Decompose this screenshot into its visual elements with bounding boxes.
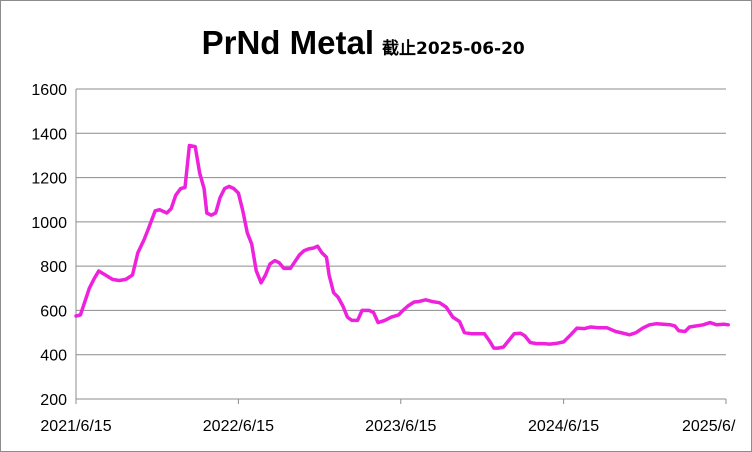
axes: [75, 89, 726, 400]
y-tick-labels: 200 400 600 800 1000 1200 1400 1600: [31, 82, 67, 409]
chart-subtitle: 截止2025-06-20: [382, 38, 525, 59]
y-tick-label: 800: [40, 259, 67, 276]
y-tick-label: 1600: [31, 82, 67, 99]
y-tick-label: 1400: [31, 126, 67, 143]
chart-title-group: PrNd Metal 截止2025-06-20: [202, 24, 525, 61]
x-tick-label: 2023/6/15: [365, 418, 436, 435]
series-line: [74, 143, 730, 350]
y-tick-label: 1200: [31, 171, 67, 188]
x-tick-label: 2022/6/15: [203, 418, 274, 435]
x-tick-label: 2021/6/15: [40, 418, 111, 435]
chart-title: PrNd Metal: [202, 24, 374, 61]
x-tick-label: 2024/6/15: [528, 418, 599, 435]
x-tick-labels: 2021/6/15 2022/6/15 2023/6/15 2024/6/15 2025…: [40, 399, 736, 435]
x-tick-label: 2025/6/: [682, 418, 736, 435]
y-tick-label: 200: [40, 392, 67, 409]
y-tick-label: 400: [40, 348, 67, 365]
y-tick-label: 600: [40, 303, 67, 320]
y-tick-label: 1000: [31, 215, 67, 232]
series-layer: [74, 143, 730, 350]
